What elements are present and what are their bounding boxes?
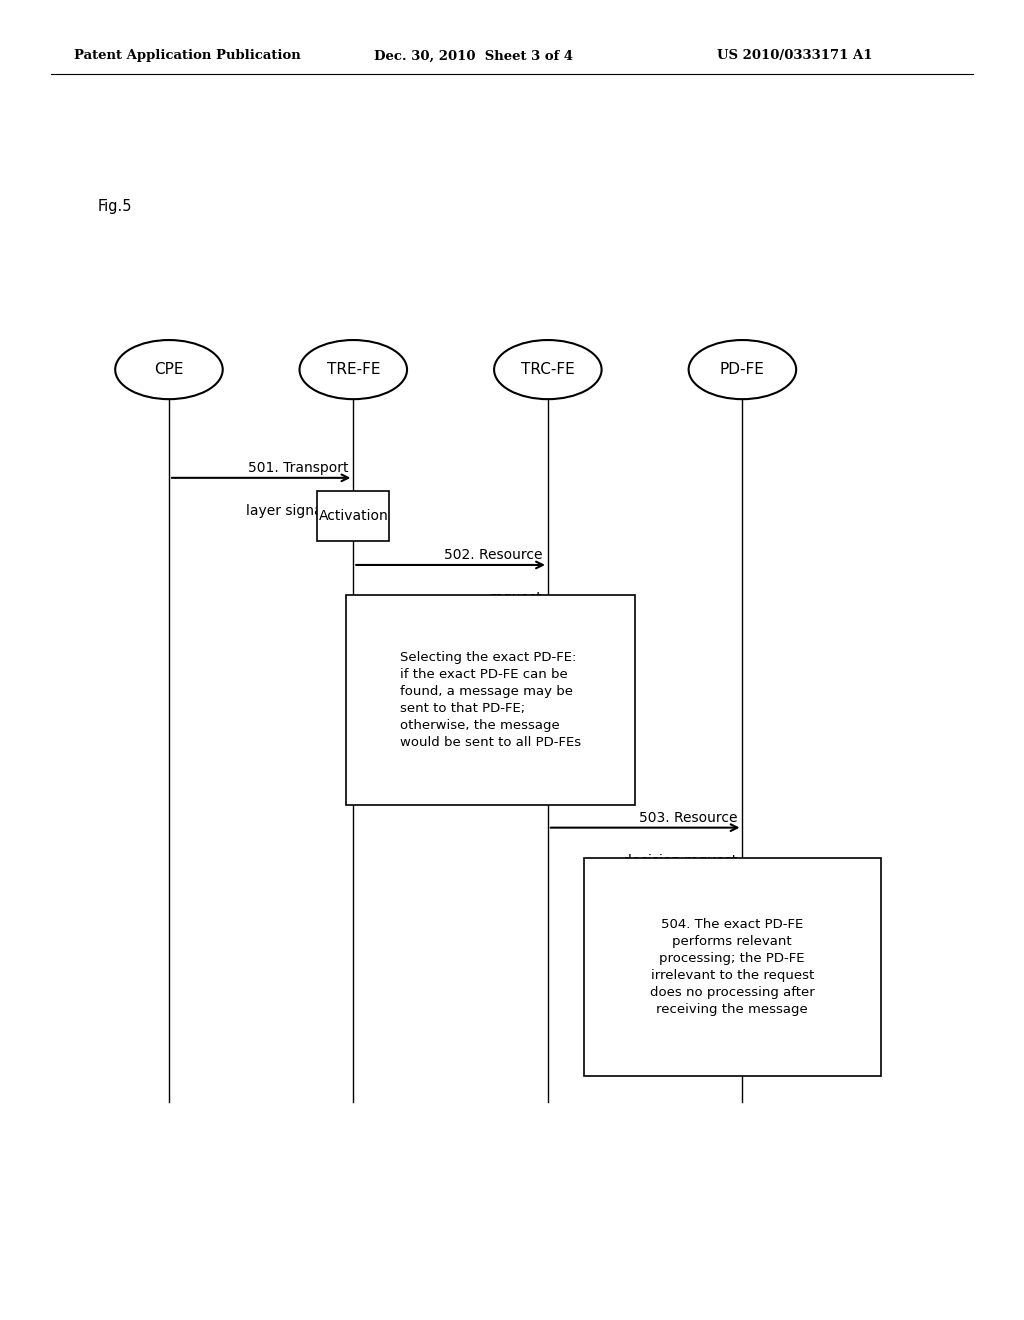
Text: 503. Resource: 503. Resource [639,810,737,825]
Text: Fig.5: Fig.5 [97,199,132,214]
Text: Dec. 30, 2010  Sheet 3 of 4: Dec. 30, 2010 Sheet 3 of 4 [374,49,572,62]
Text: 502. Resource: 502. Resource [444,548,543,562]
Text: Selecting the exact PD-FE:
if the exact PD-FE can be
found, a message may be
sen: Selecting the exact PD-FE: if the exact … [400,651,581,750]
Text: TRE-FE: TRE-FE [327,362,380,378]
Bar [346,595,635,805]
Text: Activation: Activation [318,510,388,523]
Text: US 2010/0333171 A1: US 2010/0333171 A1 [717,49,872,62]
Text: layer signaling: layer signaling [246,504,348,519]
Text: TRC-FE: TRC-FE [521,362,574,378]
Text: Patent Application Publication: Patent Application Publication [74,49,300,62]
Bar [317,491,389,541]
Text: PD-FE: PD-FE [720,362,765,378]
Bar [584,858,881,1076]
Text: 504. The exact PD-FE
performs relevant
processing; the PD-FE
irrelevant to the r: 504. The exact PD-FE performs relevant p… [650,917,814,1016]
Text: 501. Transport: 501. Transport [248,461,348,475]
Text: decision request: decision request [623,854,737,869]
Text: request: request [489,591,543,606]
Text: CPE: CPE [155,362,183,378]
